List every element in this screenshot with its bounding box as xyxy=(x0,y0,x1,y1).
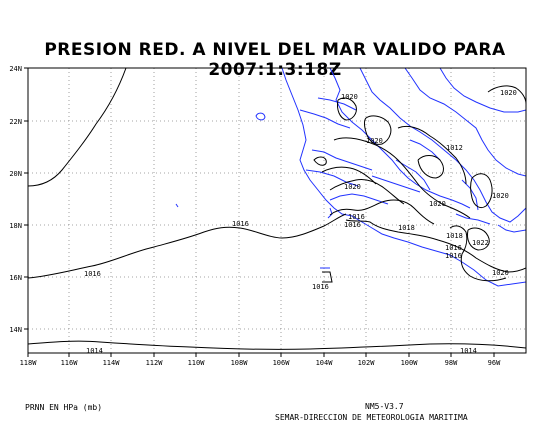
isobar-label: 1018 xyxy=(446,232,463,240)
lon-tick-label: 118W xyxy=(20,359,38,367)
isobar-label: 1014 xyxy=(460,347,477,355)
isobar-label: 1022 xyxy=(472,239,489,247)
isobar-labels: 1020 1020 1020 1012 1020 1020 1020 1016 … xyxy=(84,89,517,355)
lon-tick-label: 100W xyxy=(401,359,419,367)
lon-tick-label: 98W xyxy=(445,359,458,367)
units-label: PRNN EN HPa (mb) xyxy=(25,403,103,412)
longitude-labels: 118W 116W 114W 112W 110W 108W 106W 104W … xyxy=(20,359,502,367)
tick-marks xyxy=(24,67,495,357)
latitude-labels: 24N 22N 20N 18N 16N 14N xyxy=(9,65,22,334)
map-title: PRESION RED. A NIVEL DEL MAR VALIDO PARA… xyxy=(44,40,506,80)
isobar-label: 1016 xyxy=(84,270,101,278)
isobars xyxy=(28,68,526,350)
lon-tick-label: 102W xyxy=(358,359,376,367)
lon-tick-label: 104W xyxy=(316,359,334,367)
lat-tick-label: 14N xyxy=(9,326,22,334)
coastline xyxy=(175,68,526,287)
lon-tick-label: 116W xyxy=(61,359,79,367)
isobar-label: 1016 xyxy=(348,213,365,221)
lon-tick-label: 112W xyxy=(146,359,164,367)
lat-tick-label: 18N xyxy=(9,222,22,230)
isobar-label: 1016 xyxy=(312,283,329,291)
isobar-label: 1020 xyxy=(500,89,517,97)
isobar-label: 1020 xyxy=(366,137,383,145)
lon-tick-label: 106W xyxy=(273,359,291,367)
version-label: NM5-V3.7 xyxy=(365,402,404,411)
isobar-label: 1014 xyxy=(86,347,103,355)
lat-tick-label: 16N xyxy=(9,274,22,282)
isobar-label: 1020 xyxy=(344,183,361,191)
isobar-label: 1020 xyxy=(492,192,509,200)
isobar-label: 1020 xyxy=(429,200,446,208)
isobar-label: 1016 xyxy=(445,252,462,260)
lon-tick-label: 108W xyxy=(231,359,249,367)
lat-tick-label: 22N xyxy=(9,118,22,126)
lat-tick-label: 24N xyxy=(9,65,22,73)
isobar-label: 1016 xyxy=(445,244,462,252)
map-frame xyxy=(27,67,527,354)
isobar-label: 1016 xyxy=(232,220,249,228)
isobar-label: 1020 xyxy=(341,93,358,101)
isobar-label: 1016 xyxy=(344,221,361,229)
isobar-label: 1012 xyxy=(446,144,463,152)
organization-label: SEMAR-DIRECCION DE METEOROLOGIA MARITIMA xyxy=(275,413,468,422)
isobar-label: 1018 xyxy=(398,224,415,232)
lon-tick-label: 110W xyxy=(188,359,206,367)
lat-tick-label: 20N xyxy=(9,170,22,178)
grid-lines xyxy=(28,68,526,353)
lon-tick-label: 96W xyxy=(488,359,501,367)
isobar-label: 1020 xyxy=(492,269,509,277)
lon-tick-label: 114W xyxy=(103,359,121,367)
